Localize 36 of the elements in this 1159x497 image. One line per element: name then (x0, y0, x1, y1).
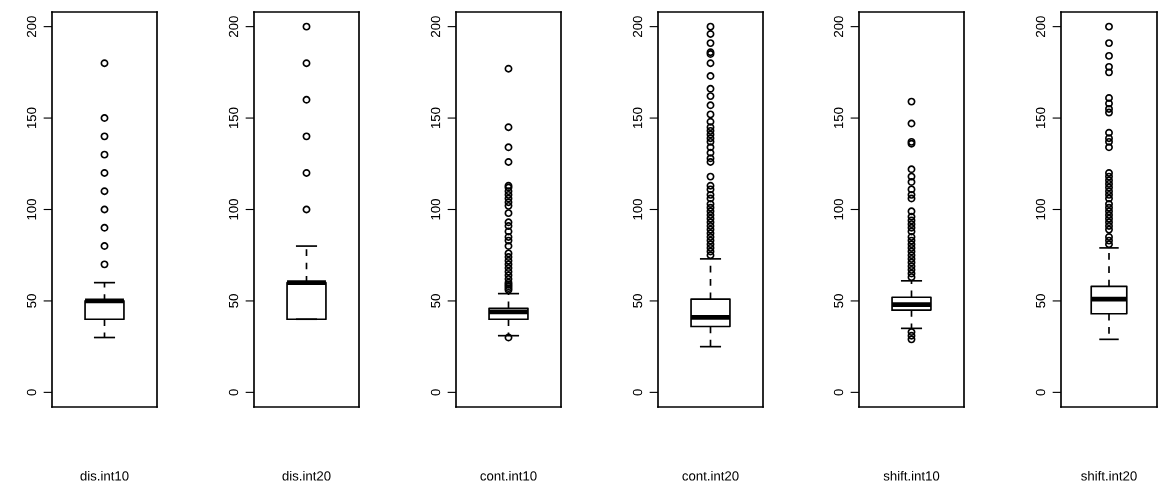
y-tick-label: 150 (1035, 107, 1046, 129)
y-tick-label: 200 (833, 16, 844, 37)
y-tick-label: 50 (1035, 294, 1046, 308)
y-tick-label: 150 (833, 107, 844, 129)
y-tick-label: 50 (632, 294, 643, 308)
x-tick-label: dis.int10 (80, 470, 129, 481)
x-tick-label: dis.int20 (282, 470, 331, 481)
y-tick-label: 200 (26, 16, 37, 37)
y-tick-label: 100 (1035, 199, 1046, 220)
y-tick-label: 50 (430, 294, 441, 308)
y-tick-label: 150 (430, 107, 441, 129)
y-tick-label: 150 (26, 107, 37, 129)
y-tick-label: 200 (228, 16, 239, 37)
y-tick-label: 0 (228, 389, 239, 396)
y-tick-label: 50 (228, 294, 239, 308)
y-tick-label: 0 (26, 389, 37, 396)
y-tick-label: 50 (833, 294, 844, 308)
y-tick-label: 100 (430, 199, 441, 220)
y-tick-label: 200 (430, 16, 441, 37)
x-tick-label: shift.int10 (883, 470, 940, 481)
x-tick-label: cont.int10 (480, 470, 537, 481)
y-tick-label: 200 (1035, 16, 1046, 37)
y-tick-label: 0 (430, 389, 441, 396)
y-tick-label: 100 (833, 199, 844, 220)
y-tick-label: 100 (228, 199, 239, 220)
y-tick-label: 100 (26, 199, 37, 220)
y-tick-label: 150 (228, 107, 239, 129)
y-tick-label: 150 (632, 107, 643, 129)
y-tick-label: 0 (632, 389, 643, 396)
y-tick-label: 50 (26, 294, 37, 308)
y-tick-label: 100 (632, 199, 643, 220)
x-tick-label: cont.int20 (682, 470, 739, 481)
y-tick-label: 0 (1035, 389, 1046, 396)
y-tick-label: 0 (833, 389, 844, 396)
x-tick-label: shift.int20 (1081, 470, 1137, 481)
y-tick-label: 200 (632, 16, 643, 37)
